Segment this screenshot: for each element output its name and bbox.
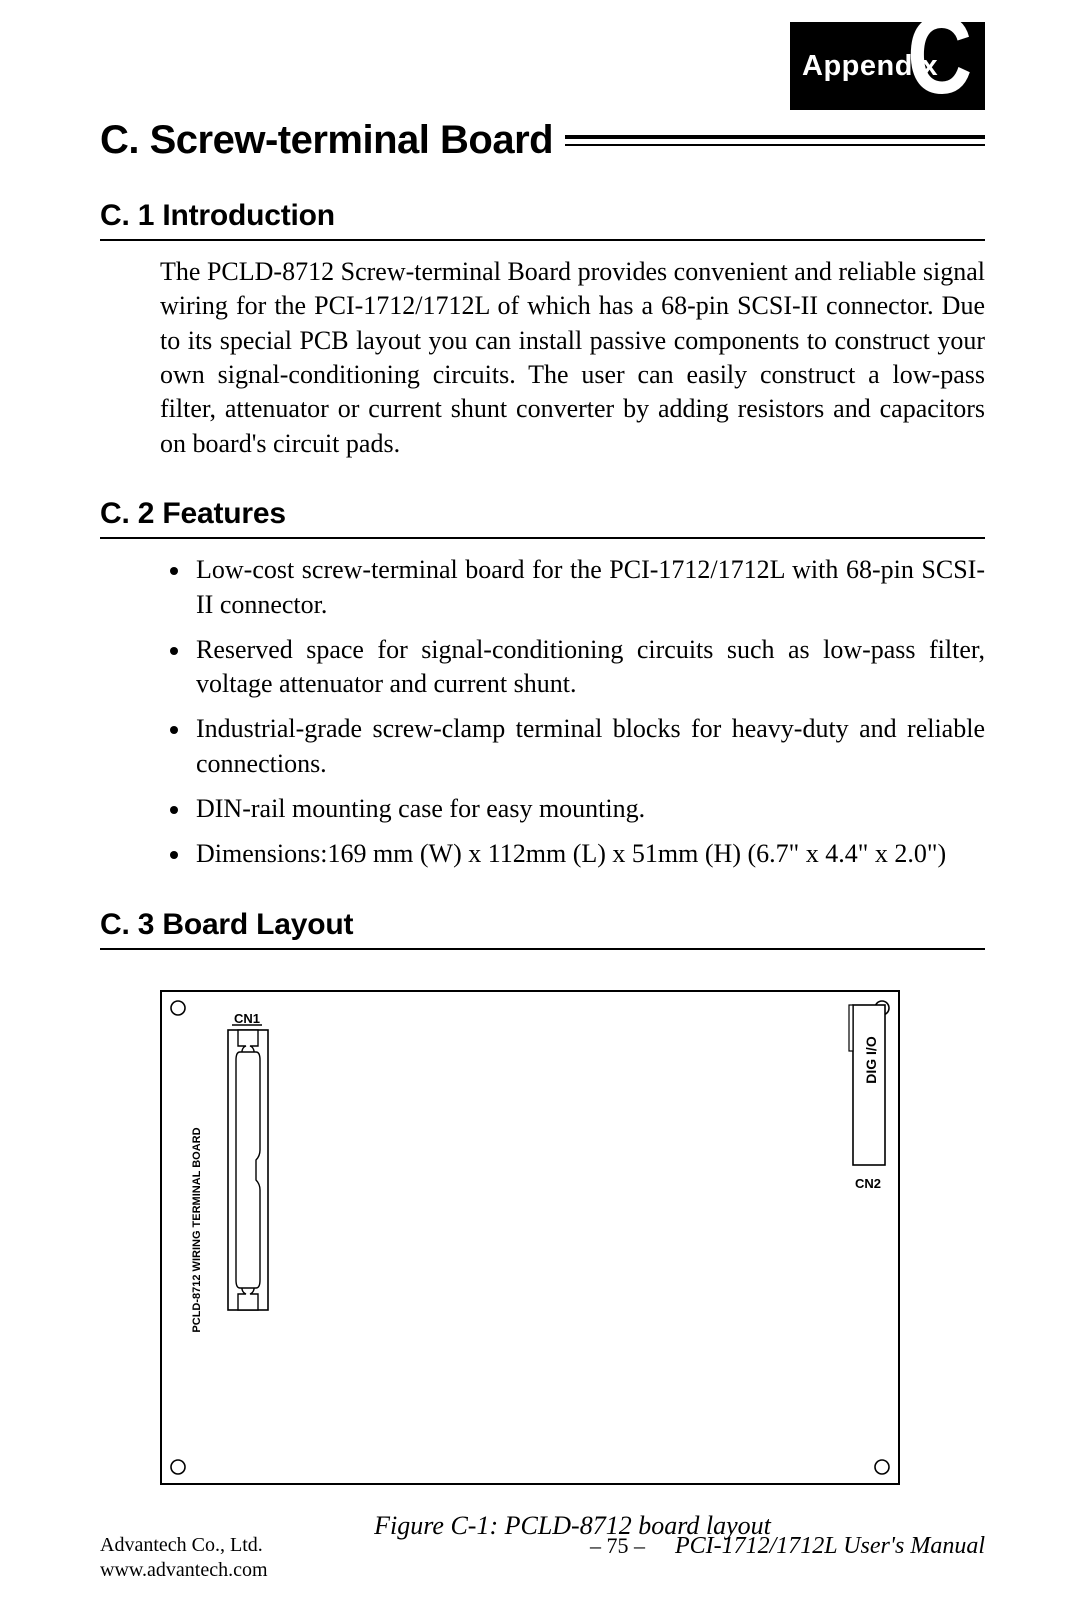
footer-right: – 75 – PCI-1712/1712L User's Manual [590, 1533, 985, 1560]
appendix-letter: C [907, 12, 972, 100]
intro-text: The PCLD-8712 Screw-terminal Board provi… [160, 255, 985, 461]
intro-body: The PCLD-8712 Screw-terminal Board provi… [160, 255, 985, 461]
feature-item: Low-cost screw-terminal board for the PC… [192, 553, 985, 623]
cn2-label: CN2 [855, 1176, 881, 1191]
footer-left: Advantech Co., Ltd. www.advantech.com [100, 1533, 268, 1583]
feature-item: Reserved space for signal-conditioning c… [192, 633, 985, 703]
figure-wrap: CN1 PCLD-8712 WIRING TERMINAL BOARD [160, 990, 985, 1541]
feature-item: DIN-rail mounting case for easy mounting… [192, 792, 985, 827]
cn1-connector [228, 1030, 268, 1310]
page-footer: Advantech Co., Ltd. www.advantech.com – … [100, 1533, 985, 1583]
cn2-connector [849, 1005, 885, 1165]
title-row: C. Screw-terminal Board [100, 118, 985, 163]
section-board-layout: C. 3 Board Layout CN1 [100, 908, 985, 1541]
features-list: Low-cost screw-terminal board for the PC… [192, 553, 985, 872]
page-title: C. Screw-terminal Board [100, 118, 553, 163]
appendix-tab: Appendix C [790, 22, 985, 110]
cn1-label: CN1 [234, 1011, 260, 1026]
section-heading-intro: C. 1 Introduction [100, 199, 985, 233]
section-heading-features: C. 2 Features [100, 497, 985, 531]
footer-url: www.advantech.com [100, 1558, 268, 1583]
digio-label: DIG I/O [863, 1036, 879, 1084]
section-heading-layout: C. 3 Board Layout [100, 908, 985, 942]
footer-company: Advantech Co., Ltd. [100, 1533, 268, 1558]
footer-page: – 75 – [590, 1533, 645, 1559]
title-rules [565, 135, 985, 146]
section-intro: C. 1 Introduction The PCLD-8712 Screw-te… [100, 199, 985, 461]
board-name-label: PCLD-8712 WIRING TERMINAL BOARD [191, 1127, 203, 1332]
feature-item: Industrial-grade screw-clamp terminal bl… [192, 712, 985, 782]
feature-item: Dimensions:169 mm (W) x 112mm (L) x 51mm… [192, 837, 985, 872]
board-diagram: CN1 PCLD-8712 WIRING TERMINAL BOARD [160, 990, 900, 1485]
section-features: C. 2 Features Low-cost screw-terminal bo… [100, 497, 985, 872]
footer-manual: PCI-1712/1712L User's Manual [675, 1533, 985, 1560]
